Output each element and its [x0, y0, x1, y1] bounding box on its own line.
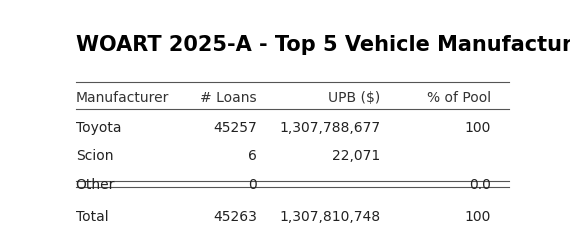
- Text: 45263: 45263: [213, 210, 256, 224]
- Text: UPB ($): UPB ($): [328, 90, 381, 104]
- Text: # Loans: # Loans: [200, 90, 256, 104]
- Text: 100: 100: [465, 121, 491, 135]
- Text: 22,071: 22,071: [332, 149, 381, 164]
- Text: 0.0: 0.0: [469, 178, 491, 192]
- Text: 6: 6: [248, 149, 256, 164]
- Text: 100: 100: [465, 210, 491, 224]
- Text: Total: Total: [76, 210, 108, 224]
- Text: Scion: Scion: [76, 149, 113, 164]
- Text: Manufacturer: Manufacturer: [76, 90, 169, 104]
- Text: 1,307,788,677: 1,307,788,677: [279, 121, 381, 135]
- Text: Toyota: Toyota: [76, 121, 121, 135]
- Text: 1,307,810,748: 1,307,810,748: [279, 210, 381, 224]
- Text: WOART 2025-A - Top 5 Vehicle Manufacturers: WOART 2025-A - Top 5 Vehicle Manufacture…: [76, 35, 570, 55]
- Text: 45257: 45257: [213, 121, 256, 135]
- Text: % of Pool: % of Pool: [427, 90, 491, 104]
- Text: Other: Other: [76, 178, 115, 192]
- Text: 0: 0: [248, 178, 256, 192]
